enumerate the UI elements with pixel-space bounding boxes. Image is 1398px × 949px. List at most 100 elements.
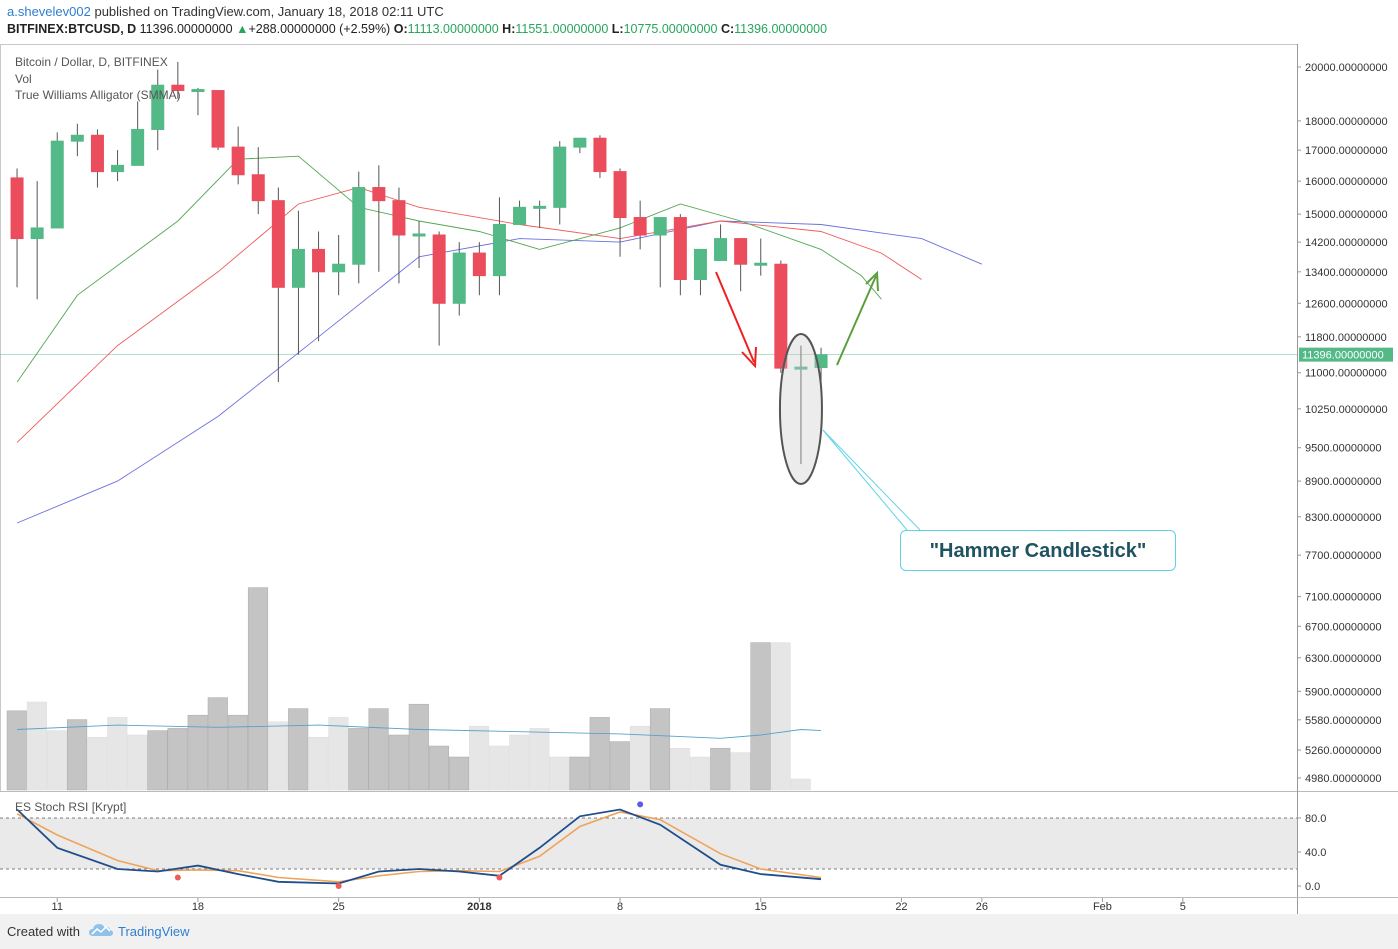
candle: [50, 132, 64, 229]
annotation-callout[interactable]: "Hammer Candlestick": [900, 530, 1176, 571]
price-tick-label: 6300.00000000: [1305, 653, 1381, 665]
author-link[interactable]: a.shevelev002: [7, 4, 91, 19]
volume-bar: [509, 734, 530, 791]
down-arrow-head: [741, 346, 757, 369]
stoch-signal-dot: [335, 883, 342, 889]
close-label: C:: [720, 22, 735, 36]
legend-stoch-rsi[interactable]: ES Stoch RSI [Krypt]: [15, 800, 127, 814]
price-tick-label: 8300.00000000: [1305, 512, 1381, 524]
last-price-badge: [1299, 347, 1393, 362]
candle-body: [352, 187, 366, 265]
volume-bar: [167, 728, 188, 791]
volume-bar: [730, 752, 751, 791]
volume-bar: [26, 701, 47, 791]
candle-body: [513, 206, 527, 225]
hammer-ellipse: [778, 333, 823, 485]
main-pane-border: [0, 44, 1298, 792]
volume-bar: [790, 778, 811, 791]
candle-body: [412, 233, 426, 237]
volume-bar: [489, 745, 510, 791]
price-tick-label: 12600.00000000: [1305, 298, 1388, 310]
volume-bar: [649, 708, 671, 791]
price-tick-label: 9500.00000000: [1305, 443, 1381, 455]
alligator-lines: [16, 155, 983, 524]
candle-body: [392, 200, 406, 236]
stoch-signal-dot: [496, 874, 503, 881]
candle: [271, 187, 285, 383]
price-tick-label: 4980.00000000: [1305, 773, 1381, 785]
candle-body: [714, 238, 728, 261]
price-tick-label: 18000.00000000: [1305, 116, 1388, 128]
price-tick-label: 11000.00000000: [1305, 368, 1387, 380]
stoch-signal-dot: [174, 874, 181, 881]
candle: [211, 90, 225, 151]
volume-bar: [207, 697, 228, 791]
volume-bar: [408, 703, 429, 791]
candle-body: [50, 140, 64, 229]
candle: [191, 87, 205, 116]
candle: [553, 141, 567, 225]
candle: [573, 137, 587, 154]
candle-body: [111, 164, 125, 173]
volume-series: [6, 587, 822, 791]
time-tick-label: 25: [333, 901, 345, 913]
stoch-tick-label: 40.0: [1305, 847, 1326, 859]
price-tick-label: 10250.00000000: [1305, 404, 1388, 416]
volume-bar: [348, 728, 369, 791]
last-price-label: 11396.00000000: [1302, 350, 1384, 362]
price-tick-label: 5580.00000000: [1305, 715, 1381, 727]
candle: [231, 126, 245, 185]
time-tick-label: 8: [617, 901, 623, 913]
candle: [151, 69, 165, 151]
candle: [312, 231, 326, 342]
annotation-text: "Hammer Candlestick": [929, 540, 1147, 562]
stoch-k-line: [16, 808, 822, 885]
volume-bar: [770, 642, 791, 791]
price-tick-label: 20000.00000000: [1305, 62, 1388, 74]
candle: [412, 220, 426, 269]
time-tick-label: 2018: [467, 901, 491, 913]
time-tick-label: 26: [976, 901, 988, 913]
volume-ma-line: [17, 724, 822, 739]
candle-body: [211, 90, 225, 148]
candle: [513, 200, 527, 225]
candle-body: [70, 134, 84, 142]
volume-bar: [609, 741, 630, 791]
candlestick-series: [10, 61, 828, 465]
tradingview-brand[interactable]: TradingView: [118, 924, 190, 939]
candle-body: [151, 84, 165, 130]
candle: [352, 171, 366, 284]
volume-bar: [448, 756, 470, 791]
callout-connector-a: [822, 429, 908, 531]
candle-body: [191, 89, 205, 93]
volume-bar: [147, 730, 168, 791]
legend-main-series[interactable]: Bitcoin / Dollar, D, BITFINEX: [15, 55, 168, 69]
grid-lines: [0, 44, 1398, 914]
created-with-text: Created with: [7, 924, 80, 939]
candle-body: [613, 171, 627, 219]
candle-body: [312, 248, 326, 273]
time-tick-label: 15: [755, 901, 767, 913]
price-tick-label: 17000.00000000: [1305, 145, 1388, 157]
footer-bar: Created with TradingView: [0, 914, 1398, 949]
candle: [472, 242, 486, 296]
candle: [291, 210, 305, 355]
candle: [774, 260, 788, 373]
price-tick-label: 8900.00000000: [1305, 476, 1381, 488]
tradingview-cloud-icon[interactable]: [88, 922, 114, 938]
close-value: 11396.00000000: [734, 22, 828, 36]
annotations: [715, 270, 921, 531]
volume-bar: [308, 736, 329, 791]
candle: [372, 165, 386, 272]
time-tick-label: Feb: [1093, 901, 1112, 913]
chart-legend: Bitcoin / Dollar, D, BITFINEX Vol True W…: [15, 54, 181, 104]
callout-connector-b: [822, 429, 921, 531]
volume-bar: [428, 745, 449, 791]
last-price: 11396.00000000: [139, 22, 233, 36]
legend-volume[interactable]: Vol: [15, 71, 32, 86]
candle: [10, 168, 24, 288]
price-axis: 20000.00000000 18000.00000000 17000.000000…: [1297, 62, 1393, 893]
candle-body: [131, 128, 145, 166]
legend-alligator[interactable]: True Williams Alligator (SMMA): [15, 88, 181, 102]
